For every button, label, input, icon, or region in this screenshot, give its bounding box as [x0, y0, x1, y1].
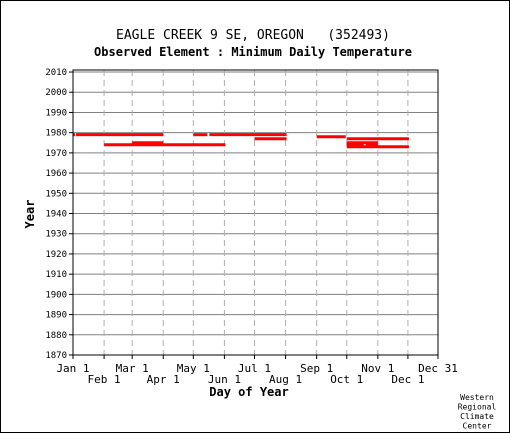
y-tick-label: 1920 [45, 250, 67, 260]
x-tick-label: Jun 1 [208, 373, 241, 386]
x-tick-label: Jan 1 [56, 362, 89, 375]
axes [72, 69, 439, 356]
y-tick-label: 1880 [45, 331, 67, 341]
x-axis-label: Day of Year [209, 385, 288, 399]
x-tick-label: Mar 1 [116, 362, 149, 375]
y-tick-label: 1910 [45, 270, 67, 280]
y-tick-label: 1900 [45, 290, 67, 300]
x-tick-label: May 1 [177, 362, 210, 375]
y-tick-label: 1930 [45, 230, 67, 240]
x-tick-labels: Jan 1 Mar 1 May 1 Jul 1 Sep 1 Nov 1 Dec 31 Feb … [56, 355, 458, 386]
x-tick-label: Sep 1 [300, 362, 333, 375]
y-tick-label: 1950 [45, 189, 67, 199]
credit-line: Center [463, 422, 492, 431]
x-tick-label: Dec 31 [418, 362, 458, 375]
y-tick-label: 1970 [45, 149, 67, 159]
chart-title: EAGLE CREEK 9 SE, OREGON (352493) [116, 28, 390, 43]
x-tick-label: Apr 1 [147, 373, 180, 386]
y-tick-label: 1940 [45, 210, 67, 220]
y-axis-label: Year [23, 200, 37, 229]
x-tick-label: Aug 1 [269, 373, 302, 386]
x-tick-label: Oct 1 [330, 373, 363, 386]
credit-line: Western [460, 393, 494, 402]
y-tick-label: 1890 [45, 311, 67, 321]
x-tick-label: Feb 1 [88, 373, 121, 386]
y-tick-label: 1960 [45, 169, 67, 179]
y-tick-labels: 1870 1880 1890 1900 1910 1920 1930 1940 1950 1960… [45, 68, 73, 361]
y-tick-label: 2010 [45, 68, 67, 78]
credit-line: Climate [460, 412, 494, 421]
y-tick-label: 1870 [45, 351, 67, 361]
plot-border [72, 69, 439, 356]
credit-line: Regional [458, 403, 497, 412]
y-tick-label: 1980 [45, 129, 67, 139]
data-segments [73, 133, 409, 149]
x-tick-label: Dec 1 [391, 373, 424, 386]
x-tick-label: Jul 1 [238, 362, 271, 375]
chart-subtitle: Observed Element : Minimum Daily Tempera… [94, 45, 412, 59]
grid-lines [73, 70, 438, 356]
x-tick-label: Nov 1 [361, 362, 394, 375]
y-tick-label: 2000 [45, 88, 67, 98]
y-tick-label: 1990 [45, 108, 67, 118]
